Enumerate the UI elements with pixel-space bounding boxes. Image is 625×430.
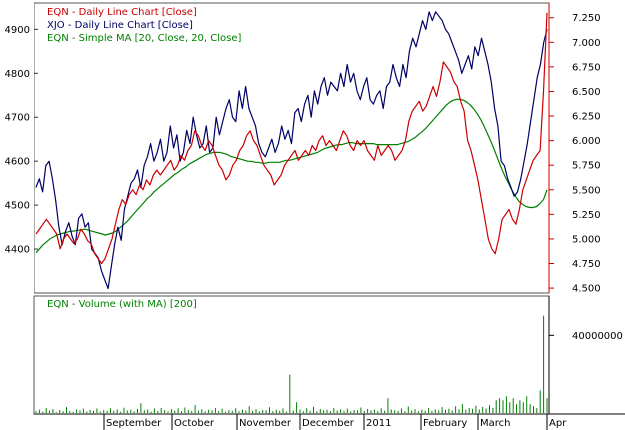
x-axis-label: November: [239, 418, 292, 429]
xjo-close-line: [35, 11, 548, 290]
volume-panel-background: [33, 295, 550, 415]
left-axis-ticks: 4400 4500 4600 4700 4800 4900: [5, 25, 38, 256]
x-axis-label: December: [302, 418, 355, 429]
legend-xjo-close: XJO - Daily Line Chart [Close]: [47, 20, 193, 31]
left-tick-label: 4800: [5, 69, 30, 80]
price-panel-background: [33, 2, 550, 294]
x-axis-label: February: [423, 418, 467, 429]
right-axis-ticks: 4.500 4.750 5.000 5.250 5.500 5.750 6.000 6.250…: [549, 13, 601, 295]
right-tick-label: 4.500: [572, 284, 601, 295]
right-tick-label: 6.500: [572, 87, 601, 98]
right-tick-label: 7.000: [572, 38, 601, 49]
eqn-ma-line: [35, 98, 548, 254]
volume-axis-ticks: 40000000: [549, 331, 623, 342]
left-tick-label: 4600: [5, 157, 30, 168]
x-axis-labels: September October November December 2011 Febr…: [34, 413, 625, 430]
legend-volume: EQN - Volume (with MA) [200]: [47, 299, 197, 310]
volume-tick-label: 40000000: [572, 331, 623, 342]
x-axis-label: 2011: [366, 418, 391, 429]
right-tick-label: 6.750: [572, 62, 601, 73]
right-tick-label: 4.750: [572, 259, 601, 270]
legend-eqn-close: EQN - Daily Line Chart [Close]: [47, 7, 197, 18]
left-tick-label: 4700: [5, 113, 30, 124]
right-tick-label: 6.250: [572, 112, 601, 123]
legend-eqn-ma: EQN - Simple MA [20, Close, 20, Close]: [47, 33, 242, 44]
right-tick-label: 6.000: [572, 136, 601, 147]
x-axis-label: October: [174, 418, 215, 429]
price-series: [35, 11, 548, 290]
x-axis-label: September: [106, 418, 162, 429]
right-tick-label: 5.500: [572, 185, 601, 196]
x-axis-strip: [34, 414, 625, 430]
left-tick-label: 4400: [5, 245, 30, 256]
right-tick-label: 5.000: [572, 234, 601, 245]
volume-bars: [35, 315, 548, 413]
eqn-close-line: [35, 12, 548, 265]
right-tick-label: 7.250: [572, 13, 601, 24]
right-tick-label: 5.250: [572, 210, 601, 221]
x-axis-label: Apr: [549, 418, 567, 429]
left-axis-background: [0, 0, 34, 295]
x-axis-label: March: [480, 418, 510, 429]
left-tick-label: 4900: [5, 25, 30, 36]
right-tick-label: 5.750: [572, 161, 601, 172]
left-tick-label: 4500: [5, 201, 30, 212]
